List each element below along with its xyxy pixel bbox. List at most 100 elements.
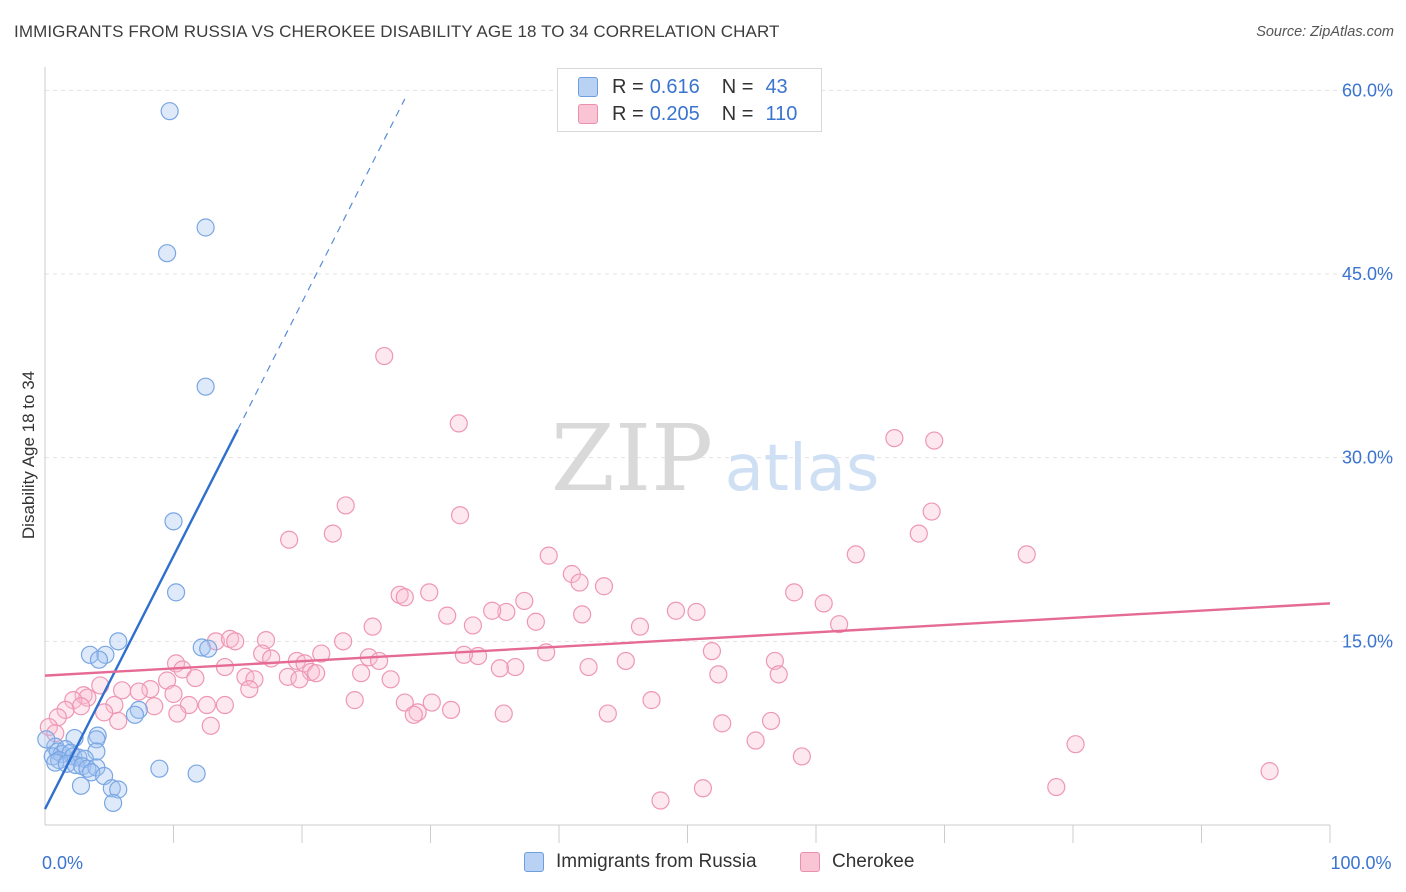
legend-swatch-russia: [578, 77, 598, 97]
cherokee-point: [370, 651, 389, 671]
russia-point: [199, 639, 218, 658]
cherokee-point: [497, 602, 516, 622]
legend-n-value-russia: 43: [765, 75, 788, 98]
cherokee-point: [215, 657, 234, 677]
cherokee-point: [395, 693, 414, 712]
tick-labels: 15.0% 30.0% 45.0% 60.0% 0.0% 100.0%: [42, 80, 1393, 873]
cherokee-point: [539, 546, 558, 565]
cherokee-point: [642, 691, 661, 710]
russia-point: [125, 705, 145, 724]
cherokee-point: [215, 695, 234, 715]
cherokee-point: [253, 644, 272, 663]
cherokee-point: [95, 703, 114, 722]
cherokee-point: [109, 711, 128, 731]
russia-point: [71, 776, 91, 795]
stats-legend: R = 0.616 N = 43 R = 0.205 N = 110: [557, 68, 822, 132]
legend-swatch-cherokee: [578, 104, 598, 124]
cherokee-point: [785, 583, 804, 602]
cherokee-point: [830, 615, 849, 634]
cherokee-point: [168, 704, 187, 723]
legend-r-value-cherokee: 0.205: [649, 102, 700, 125]
russia-point: [109, 632, 128, 651]
cherokee-point: [145, 697, 164, 716]
cherokee-point: [765, 651, 784, 671]
cherokee-point: [334, 632, 353, 651]
cherokee-point: [651, 791, 670, 810]
legend-item-russia[interactable]: Immigrants from Russia: [524, 851, 757, 873]
y-tick-label: 60.0%: [1342, 80, 1393, 100]
cherokee-point: [201, 716, 220, 735]
cherokee-point: [256, 631, 276, 650]
x-tick-label: 0.0%: [42, 853, 83, 873]
cherokee-point: [769, 665, 788, 684]
y-axis-label: Disability Age 18 to 34: [19, 370, 38, 540]
cherokee-point: [395, 588, 414, 607]
cherokee-point: [573, 605, 592, 624]
cherokee-point: [594, 577, 614, 596]
cherokee-point: [483, 601, 502, 620]
cherokee-point: [280, 530, 299, 549]
cherokee-point: [441, 700, 461, 720]
cherokee-point: [71, 697, 91, 716]
chart-title: IMMIGRANTS FROM RUSSIA VS CHEROKEE DISAB…: [14, 22, 780, 41]
legend-row-cherokee: R = 0.205 N = 110: [578, 102, 797, 126]
cherokee-point: [312, 644, 331, 663]
cherokee-trend-line: [44, 602, 1331, 677]
cherokee-point: [420, 583, 439, 602]
cherokee-point: [307, 664, 326, 683]
cherokee-point: [490, 659, 509, 678]
cherokee-point: [709, 665, 728, 684]
russia-point: [164, 512, 183, 531]
russia-point: [102, 779, 121, 798]
cherokee-point: [363, 617, 382, 636]
legend-item-cherokee[interactable]: Cherokee: [800, 851, 914, 873]
data-points: [37, 102, 1279, 813]
cherokee-point: [746, 731, 765, 750]
legend-r-value-russia: 0.616: [649, 75, 700, 98]
grid-lines: [45, 89, 1395, 642]
legend-n-label: N =: [721, 75, 754, 98]
series-legend: Immigrants from Russia Cherokee: [0, 851, 1406, 877]
cherokee-point: [814, 594, 833, 613]
cherokee-point: [885, 428, 904, 448]
cherokee-point: [630, 617, 650, 636]
cherokee-point: [323, 524, 342, 543]
russia-point: [157, 244, 177, 263]
cherokee-point: [336, 496, 355, 515]
cherokee-point: [702, 642, 722, 661]
cherokee-point: [450, 506, 470, 525]
cherokee-point: [463, 616, 483, 635]
legend-label-cherokee: Cherokee: [832, 851, 915, 872]
watermark-atlas: atlas: [725, 432, 880, 506]
cherokee-point: [693, 779, 713, 798]
cherokee-point: [792, 747, 811, 766]
cherokee-point: [240, 679, 259, 699]
russia-point: [46, 753, 65, 772]
cherokee-point: [526, 612, 545, 631]
cherokee-point: [186, 668, 205, 688]
russia-trend-line: [43, 428, 239, 810]
cherokee-point: [761, 711, 781, 731]
cherokee-point: [375, 346, 394, 366]
russia-point: [150, 759, 169, 778]
cherokee-point: [687, 602, 706, 622]
trend-lines: [43, 98, 1331, 810]
cherokee-point: [438, 606, 457, 625]
cherokee-point: [141, 679, 160, 699]
cherokee-point: [515, 591, 534, 611]
russia-point: [166, 583, 186, 602]
russia-point: [37, 730, 56, 749]
cherokee-point: [1066, 735, 1085, 754]
russia-trend-extension: [237, 98, 406, 430]
russia-point: [104, 793, 123, 813]
cherokee-point: [616, 651, 635, 671]
legend-swatch-russia: [524, 852, 544, 872]
russia-point: [196, 218, 215, 237]
cherokee-point: [381, 670, 400, 689]
cherokee-point: [1047, 777, 1066, 797]
cherokee-point: [290, 670, 309, 689]
cherokee-point: [56, 700, 75, 720]
cherokee-point: [226, 632, 245, 651]
russia-point: [187, 764, 206, 783]
